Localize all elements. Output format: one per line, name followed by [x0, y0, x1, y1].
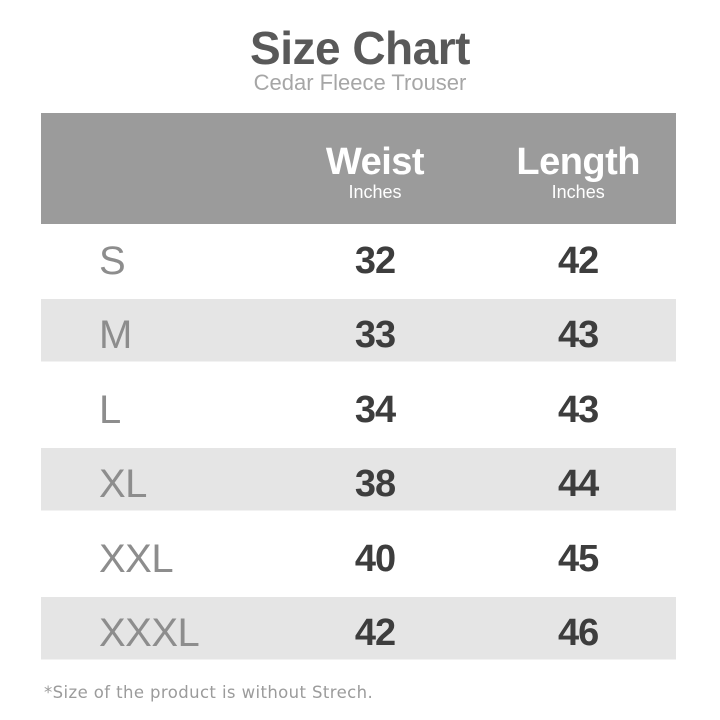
waist-value: 32 — [354, 239, 396, 282]
waist-value: 38 — [354, 463, 396, 506]
waist-value: 34 — [354, 388, 396, 431]
table-row-m: M 33 43 — [41, 298, 676, 373]
size-label: L — [99, 387, 121, 432]
size-label: M — [99, 313, 132, 358]
length-value: 43 — [558, 314, 599, 357]
table-row-xl: XL 38 44 — [41, 447, 676, 522]
table-row-xxl: XXL 40 45 — [41, 522, 676, 597]
size-label: XXL — [99, 536, 174, 581]
size-label: S — [99, 238, 126, 283]
table-body: S 32 42 M 33 43 L 34 43 XL 38 44 XXL — [41, 224, 676, 671]
waist-column-header: Weist Inches — [270, 135, 481, 203]
size-label: XXXL — [99, 611, 200, 656]
waist-value: 42 — [354, 612, 396, 655]
length-value: 42 — [558, 239, 599, 282]
length-value: 45 — [558, 537, 599, 580]
table-row-s: S 32 42 — [41, 224, 676, 299]
length-header-unit: Inches — [551, 181, 605, 202]
footnote: *Size of the product is without Strech. — [44, 683, 374, 702]
page-title: Size Chart — [250, 22, 470, 74]
table-row-xxxl: XXXL 42 46 — [41, 596, 676, 671]
waist-header-label: Weist — [325, 140, 425, 183]
length-header-label: Length — [516, 140, 641, 183]
page-subtitle: Cedar Fleece Trouser — [253, 70, 467, 95]
table-header-row: Weist Inches Length Inches — [41, 113, 676, 224]
length-value: 44 — [558, 463, 599, 506]
length-value: 43 — [558, 388, 599, 431]
size-label: XL — [99, 462, 147, 507]
waist-value: 33 — [354, 314, 396, 357]
waist-value: 40 — [354, 537, 396, 580]
waist-header-unit: Inches — [348, 181, 402, 202]
length-value: 46 — [558, 612, 599, 655]
size-table: Weist Inches Length Inches S 32 42 M 33 … — [41, 113, 676, 671]
size-column-header — [41, 165, 270, 173]
length-column-header: Length Inches — [480, 135, 676, 203]
table-row-l: L 34 43 — [41, 373, 676, 448]
